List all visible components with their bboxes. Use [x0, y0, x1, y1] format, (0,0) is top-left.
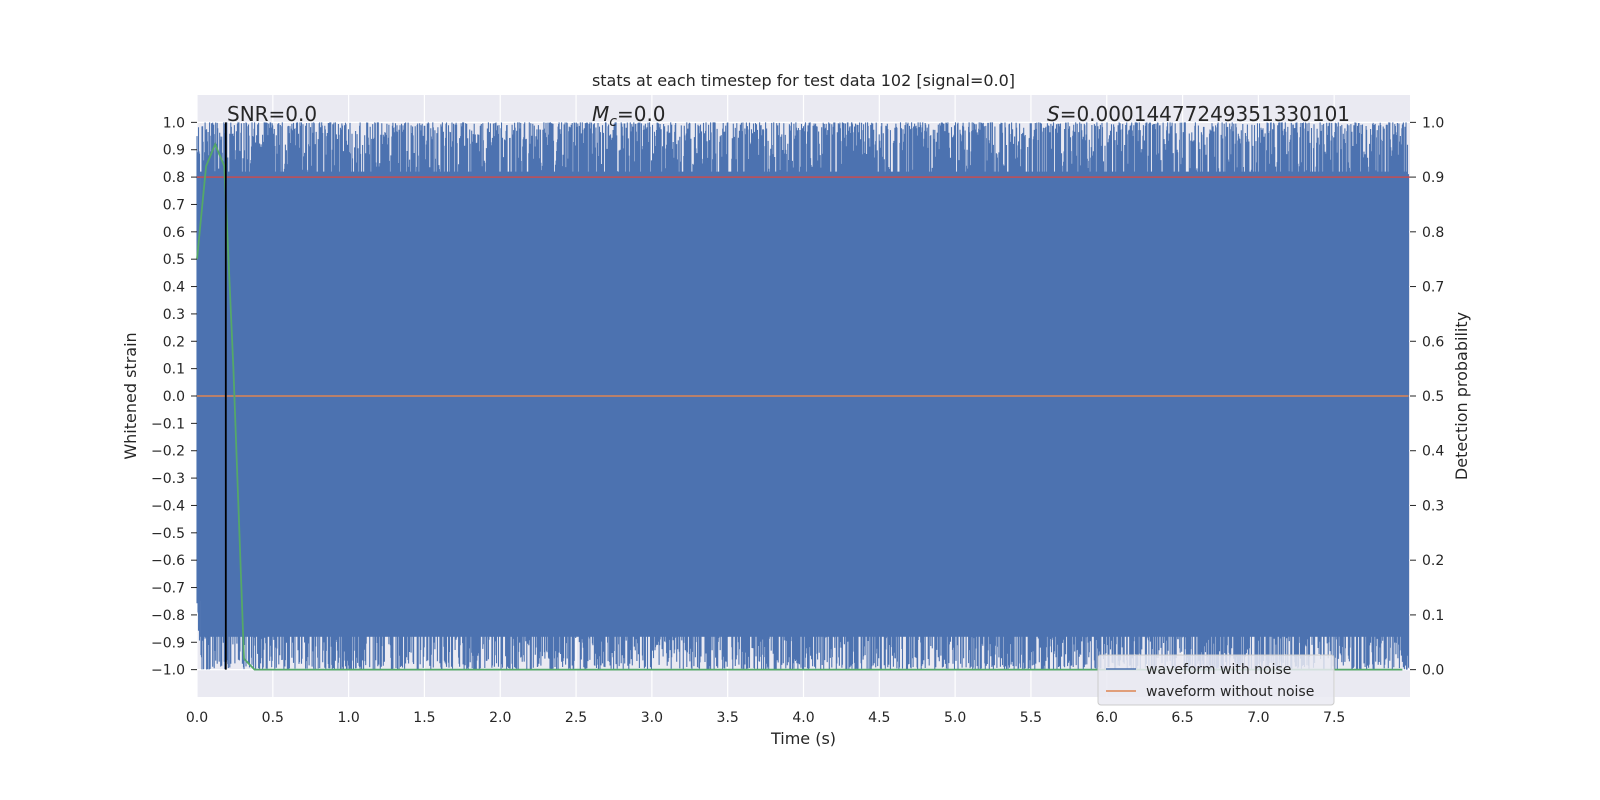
right-axis-label: Detection probability — [1452, 312, 1471, 480]
y-tick-label: 0.6 — [163, 225, 185, 241]
s-annotation: S=0.00014477249351330101 — [1047, 102, 1350, 126]
y-tick-label: −0.3 — [151, 471, 185, 487]
x-tick-label: 0.0 — [186, 710, 208, 726]
y-tick-label: 0.8 — [163, 170, 185, 186]
right-tick-label: 0.4 — [1422, 444, 1444, 460]
legend-entry: waveform with noise — [1146, 662, 1291, 678]
x-tick-label: 5.0 — [944, 710, 966, 726]
x-tick-label: 3.0 — [641, 710, 663, 726]
series-detection-probability — [196, 141, 1403, 671]
y-tick-label: 1.0 — [163, 115, 185, 131]
right-tick-label: 0.5 — [1422, 389, 1444, 405]
s-value: =0.00014477249351330101 — [1060, 102, 1350, 126]
legend: waveform with noise waveform without nois… — [1097, 654, 1335, 706]
mc-symbol: M — [592, 102, 609, 126]
y-tick-label: 0.7 — [163, 197, 185, 213]
y-tick-label: 0.2 — [163, 334, 185, 350]
x-axis-ticks: 0.0 0.5 1.0 1.5 2.0 2.5 3.0 3.5 4.0 4.5 5.0 5.5 6.0 6… — [186, 710, 1345, 726]
right-tick-label: 0.9 — [1422, 170, 1444, 186]
y-tick-label: −0.2 — [151, 444, 185, 460]
y-tick-label: 0.1 — [163, 362, 185, 378]
y-tick-label: −0.7 — [151, 581, 185, 597]
y-tick-label: 0.5 — [163, 252, 185, 268]
right-tick-label: 1.0 — [1422, 115, 1444, 131]
legend-entry: waveform without noise — [1146, 684, 1314, 700]
x-tick-label: 2.5 — [565, 710, 587, 726]
x-tick-label: 4.5 — [868, 710, 890, 726]
x-tick-label: 6.5 — [1171, 710, 1193, 726]
y-axis-ticks: 1.0 0.9 0.8 0.7 0.6 0.5 0.4 0.3 0.2 0.1 0.0 −0.1 −0.… — [151, 115, 197, 679]
x-tick-label: 0.5 — [262, 710, 284, 726]
y-tick-label: 0.4 — [163, 280, 185, 296]
y-tick-label: −0.1 — [151, 416, 185, 432]
series-waveform-with-noise — [196, 122, 1410, 670]
chart-title: stats at each timestep for test data 102… — [592, 71, 1015, 90]
right-tick-label: 0.8 — [1422, 225, 1444, 241]
x-tick-label: 1.5 — [413, 710, 435, 726]
probability-trace — [196, 141, 1403, 671]
y-tick-label: 0.3 — [163, 307, 185, 323]
x-tick-label: 7.5 — [1323, 710, 1345, 726]
x-tick-label: 2.0 — [489, 710, 511, 726]
x-tick-label: 3.5 — [717, 710, 739, 726]
snr-annotation: SNR=0.0 — [227, 102, 317, 126]
mc-annotation: Mc=0.0 — [592, 102, 666, 130]
right-axis-ticks: 1.0 0.9 0.8 0.7 0.6 0.5 0.4 0.3 0.2 0.1 0.0 — [1410, 115, 1444, 679]
y-axis-label: Whitened strain — [121, 332, 140, 459]
legend-box — [1097, 654, 1335, 706]
x-tick-label: 4.0 — [792, 710, 814, 726]
x-tick-label: 6.0 — [1096, 710, 1118, 726]
y-tick-label: −1.0 — [151, 663, 185, 679]
x-tick-label: 5.5 — [1020, 710, 1042, 726]
y-tick-label: −0.5 — [151, 526, 185, 542]
y-tick-label: 0.0 — [163, 389, 185, 405]
right-tick-label: 0.6 — [1422, 334, 1444, 350]
y-tick-label: −0.6 — [151, 553, 185, 569]
y-tick-label: −0.9 — [151, 635, 185, 651]
right-tick-label: 0.0 — [1422, 663, 1444, 679]
mc-value: =0.0 — [617, 102, 666, 126]
mc-subscript: c — [609, 114, 617, 130]
right-tick-label: 0.2 — [1422, 553, 1444, 569]
right-tick-label: 0.3 — [1422, 498, 1444, 514]
right-tick-label: 0.1 — [1422, 608, 1444, 624]
x-axis-label: Time (s) — [770, 729, 836, 748]
noise-band — [200, 171, 1407, 637]
s-symbol: S — [1047, 102, 1060, 126]
x-tick-label: 1.0 — [337, 710, 359, 726]
y-tick-label: −0.4 — [151, 498, 185, 514]
y-tick-label: 0.9 — [163, 143, 185, 159]
x-tick-label: 7.0 — [1247, 710, 1269, 726]
right-tick-label: 0.7 — [1422, 280, 1444, 296]
y-tick-label: −0.8 — [151, 608, 185, 624]
